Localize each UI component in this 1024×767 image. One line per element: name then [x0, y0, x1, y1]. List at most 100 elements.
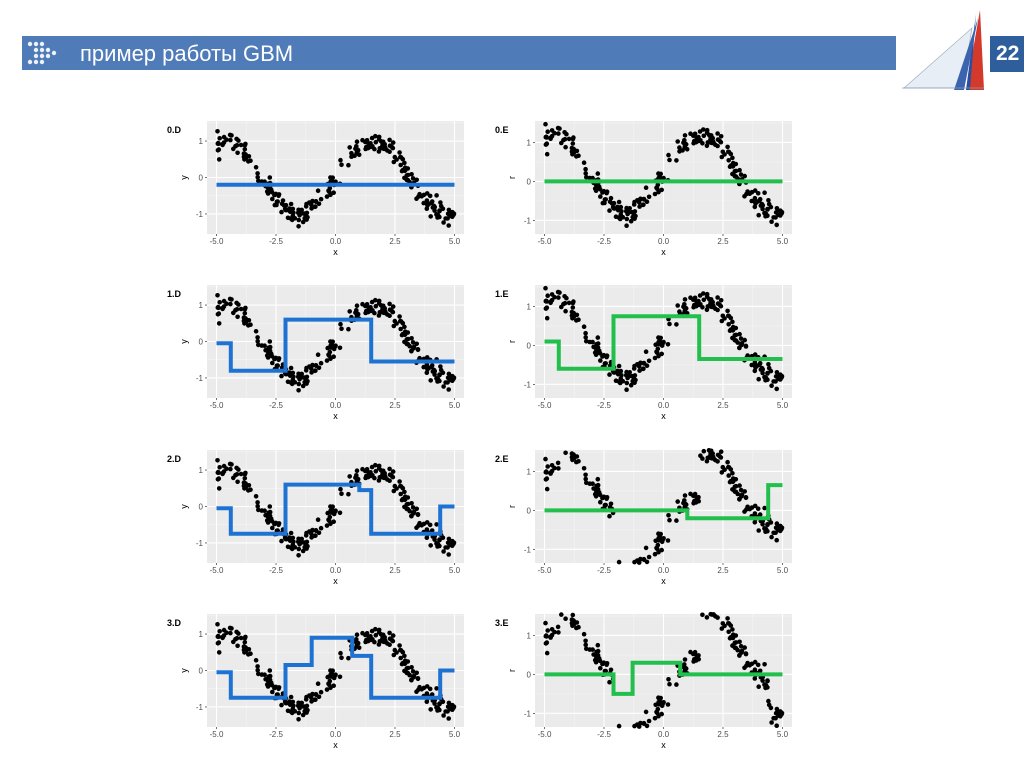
- data-point: [228, 630, 233, 636]
- data-point: [416, 194, 421, 199]
- data-point: [216, 650, 222, 655]
- data-point: [637, 204, 642, 209]
- data-point: [706, 296, 712, 302]
- data-point: [762, 374, 767, 380]
- data-point: [574, 312, 580, 318]
- data-point: [346, 162, 351, 168]
- data-point: [636, 200, 642, 205]
- data-point: [441, 549, 446, 554]
- data-point: [576, 317, 581, 323]
- data-point: [752, 352, 758, 357]
- data-point: [372, 475, 377, 481]
- data-point: [349, 150, 354, 156]
- data-point: [409, 336, 414, 341]
- data-point: [646, 358, 652, 364]
- data-point: [331, 683, 337, 688]
- x-tick-label: -5.0: [538, 237, 552, 246]
- data-point: [603, 668, 608, 674]
- panel-title-1-D: 1.D: [167, 289, 182, 299]
- data-point: [752, 204, 758, 210]
- x-tick-label: 0.0: [330, 401, 342, 410]
- data-point: [549, 463, 555, 468]
- data-point: [543, 285, 548, 291]
- data-point: [583, 642, 588, 648]
- data-point: [279, 209, 284, 215]
- data-point: [543, 121, 548, 127]
- data-point: [409, 677, 414, 683]
- data-point: [726, 629, 731, 635]
- data-point: [643, 545, 649, 551]
- data-point: [267, 175, 273, 180]
- x-tick-label: -5.0: [538, 566, 552, 575]
- data-point: [613, 378, 619, 384]
- data-point: [248, 322, 253, 328]
- data-point: [253, 658, 259, 663]
- data-point: [424, 527, 430, 532]
- data-point: [402, 661, 408, 667]
- data-point: [598, 194, 603, 199]
- data-point: [659, 711, 664, 717]
- data-point: [243, 305, 248, 311]
- data-point: [303, 697, 309, 702]
- data-point: [738, 172, 744, 177]
- data-point: [290, 709, 296, 715]
- y-tick-label: -1: [524, 545, 532, 554]
- data-point: [338, 321, 343, 327]
- x-tick-label: -2.5: [269, 730, 283, 739]
- data-point: [338, 157, 343, 163]
- data-point: [544, 476, 550, 481]
- data-point: [324, 358, 330, 363]
- data-point: [765, 522, 770, 528]
- data-point: [631, 366, 637, 371]
- data-point: [730, 319, 735, 325]
- data-point: [238, 306, 244, 312]
- data-point: [643, 709, 649, 715]
- data-point: [331, 190, 337, 195]
- data-point: [548, 470, 553, 476]
- data-point: [347, 474, 353, 479]
- data-point: [569, 145, 575, 151]
- data-point: [643, 349, 649, 355]
- data-point: [346, 491, 351, 497]
- data-point: [661, 700, 666, 705]
- data-point: [682, 493, 688, 498]
- data-point: [636, 560, 642, 565]
- data-point: [270, 525, 275, 531]
- data-point: [774, 206, 780, 211]
- data-point: [591, 652, 596, 657]
- data-point: [598, 499, 603, 505]
- data-point: [238, 635, 244, 641]
- data-point: [241, 315, 247, 320]
- x-tick-label: -5.0: [210, 566, 224, 575]
- data-point: [618, 215, 624, 220]
- data-point: [549, 128, 555, 133]
- data-point: [755, 506, 761, 512]
- data-point: [737, 167, 742, 173]
- data-point: [730, 632, 736, 637]
- data-point: [742, 173, 747, 179]
- data-point: [387, 137, 392, 143]
- data-point: [677, 309, 682, 314]
- data-point: [652, 191, 658, 197]
- data-point: [623, 208, 629, 214]
- data-point: [364, 631, 370, 636]
- data-point: [356, 152, 362, 157]
- data-point: [324, 194, 330, 199]
- data-point: [760, 678, 765, 683]
- data-point: [339, 655, 344, 661]
- data-point: [730, 635, 736, 641]
- data-point: [656, 189, 661, 195]
- data-point: [231, 310, 236, 316]
- x-tick-label: -2.5: [269, 237, 283, 246]
- data-point: [402, 175, 407, 181]
- data-point: [228, 466, 233, 472]
- data-point: [313, 697, 318, 702]
- data-point: [285, 379, 291, 385]
- data-point: [428, 378, 434, 383]
- data-point: [675, 303, 680, 308]
- data-point: [755, 191, 761, 196]
- data-point: [545, 628, 550, 633]
- data-point: [267, 352, 273, 358]
- data-point: [385, 148, 390, 153]
- data-point: [657, 174, 662, 179]
